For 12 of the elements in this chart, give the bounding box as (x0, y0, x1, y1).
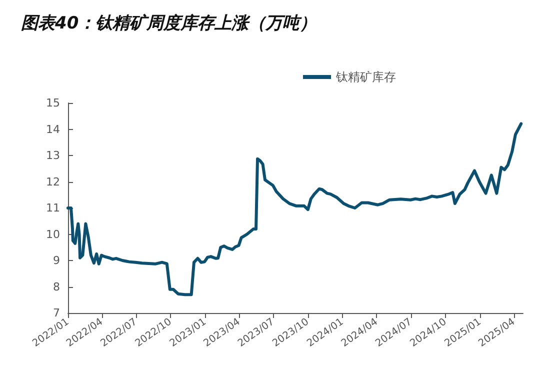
y-tick-label: 11 (46, 202, 60, 214)
y-tick-label: 15 (46, 96, 60, 110)
line-series (66, 122, 523, 296)
chart-title: 图表40：钛精矿周度库存上涨（万吨） (21, 14, 317, 34)
y-tick-label: 13 (46, 149, 60, 162)
y-tick-label: 14 (46, 122, 60, 136)
legend-label: 钛精矿库存 (335, 70, 396, 84)
y-tick-label: 7 (53, 306, 60, 320)
y-tick-label: 12 (46, 175, 60, 188)
y-tick-label: 10 (46, 228, 60, 241)
y-tick-label: 9 (53, 254, 60, 267)
y-tick-label: 8 (53, 280, 60, 294)
